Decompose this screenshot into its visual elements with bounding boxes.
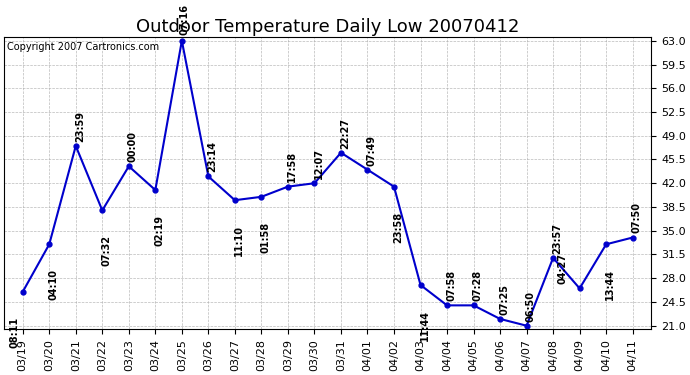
Text: 23:57: 23:57 <box>552 223 562 254</box>
Text: 01:58: 01:58 <box>261 222 270 253</box>
Text: 12:07: 12:07 <box>314 148 324 179</box>
Text: 07:58: 07:58 <box>446 270 456 301</box>
Text: 04:10: 04:10 <box>48 269 59 300</box>
Text: 23:58: 23:58 <box>393 211 403 243</box>
Text: 17:58: 17:58 <box>287 152 297 183</box>
Text: 07:49: 07:49 <box>366 135 377 165</box>
Text: 07:50: 07:50 <box>632 202 642 233</box>
Text: 07:32: 07:32 <box>101 236 112 266</box>
Text: 00:00: 00:00 <box>128 131 138 162</box>
Text: 07:25: 07:25 <box>500 284 509 315</box>
Text: 22:27: 22:27 <box>340 117 350 148</box>
Text: 07:28: 07:28 <box>473 270 483 301</box>
Text: 11:10: 11:10 <box>234 225 244 256</box>
Title: Outdoor Temperature Daily Low 20070412: Outdoor Temperature Daily Low 20070412 <box>136 18 520 36</box>
Text: 08:11: 08:11 <box>10 317 19 348</box>
Text: 11:44: 11:44 <box>420 310 430 341</box>
Text: 07:16: 07:16 <box>179 4 190 35</box>
Text: 02:19: 02:19 <box>155 215 164 246</box>
Text: 06:50: 06:50 <box>526 291 535 321</box>
Text: 04:27: 04:27 <box>558 253 568 284</box>
Text: Copyright 2007 Cartronics.com: Copyright 2007 Cartronics.com <box>8 42 159 52</box>
Text: 13:44: 13:44 <box>605 269 615 300</box>
Text: 23:14: 23:14 <box>208 141 217 172</box>
Text: 23:59: 23:59 <box>75 111 85 142</box>
